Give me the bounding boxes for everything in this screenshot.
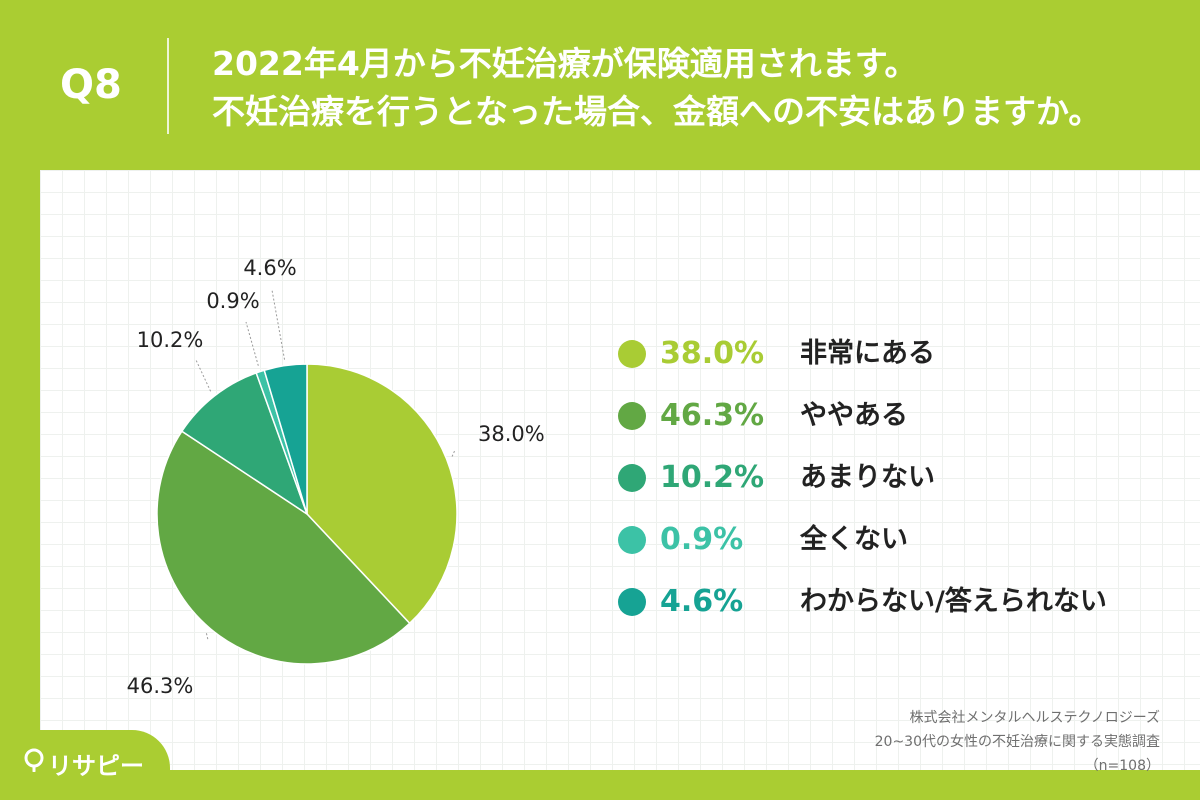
question-number: Q8: [60, 62, 122, 108]
legend-percent: 46.3%: [660, 398, 765, 433]
brand-logo: リサピー: [0, 730, 170, 800]
legend-percent: 0.9%: [660, 522, 744, 557]
slice-very-anxious: [306, 363, 458, 625]
legend-label: ややある: [800, 400, 908, 431]
legend-dot: [618, 464, 646, 492]
leader-line: [271, 289, 286, 360]
question-title-line-1: 2022年4月から不妊治療が保険適用されます。: [212, 44, 918, 83]
source-survey-name: 20~30代の女性の不妊治療に関する実態調査: [874, 734, 1160, 750]
legend-dot: [618, 402, 646, 430]
legend: 38.0% 非常にある 46.3% ややある 10.2% あまりない 0.9% …: [618, 332, 1178, 642]
slice-dont-know: [263, 363, 308, 515]
source-sample-size: （n=108）: [1084, 758, 1160, 774]
legend-label: 全くない: [800, 524, 908, 555]
slice-somewhat-anxious: [156, 430, 411, 665]
data-label: 4.6%: [243, 256, 296, 280]
leader-line: [205, 633, 209, 641]
leader-line: [195, 359, 212, 392]
header-divider: [167, 38, 169, 134]
question-title: 2022年4月から不妊治療が保険適用されます。 不妊治療を行うとなった場合、金額…: [212, 40, 1101, 136]
data-label: 46.3%: [127, 674, 194, 698]
legend-percent: 4.6%: [660, 584, 744, 619]
legend-label: あまりない: [800, 462, 935, 493]
source-company: 株式会社メンタルヘルステクノロジーズ: [909, 710, 1160, 726]
brand-logo-text: リサピー: [48, 752, 144, 780]
pie-labels: 38.0% 46.3% 10.2%0.9% 4.6%: [127, 256, 545, 698]
slice-not-very-anxious: [180, 371, 309, 516]
legend-item-very-anxious: 38.0% 非常にある: [618, 332, 1178, 394]
leader-line: [245, 321, 259, 366]
legend-item-somewhat-anxious: 46.3% ややある: [618, 394, 1178, 456]
source-note: 株式会社メンタルヘルステクノロジーズ 20~30代の女性の不妊治療に関する実態調…: [875, 706, 1160, 778]
legend-item-not-at-all: 0.9% 全くない: [618, 518, 1178, 580]
header: Q8 2022年4月から不妊治療が保険適用されます。 不妊治療を行うとなった場合…: [0, 0, 1200, 170]
legend-percent: 38.0%: [660, 336, 765, 371]
data-label: 0.9%: [206, 289, 259, 313]
legend-item-dont-know: 4.6% わからない/答えられない: [618, 580, 1178, 642]
leader-line: [451, 449, 456, 457]
data-label: 38.0%: [478, 422, 545, 446]
pie-leader-lines: [195, 289, 456, 641]
legend-dot: [618, 340, 646, 368]
legend-dot: [618, 588, 646, 616]
legend-label: 非常にある: [800, 338, 935, 369]
data-label: 10.2%: [137, 328, 204, 352]
legend-item-not-very-anxious: 10.2% あまりない: [618, 456, 1178, 518]
legend-dot: [618, 526, 646, 554]
legend-label: わからない/答えられない: [800, 586, 1107, 617]
pie-slices: [156, 363, 458, 665]
pin-icon: [24, 748, 44, 772]
legend-percent: 10.2%: [660, 460, 765, 495]
question-title-line-2: 不妊治療を行うとなった場合、金額への不安はありますか。: [212, 92, 1102, 131]
